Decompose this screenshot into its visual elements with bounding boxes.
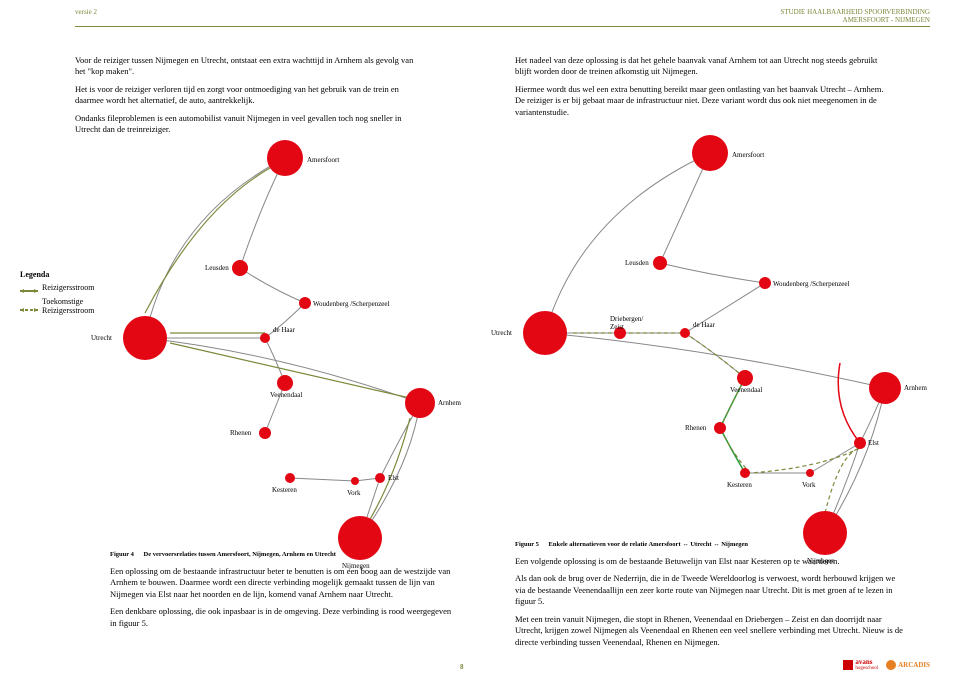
header-left: versie 2 [75, 8, 97, 24]
node-label-dehaar: de Haar [273, 326, 295, 334]
legend-label-1: Reizigersstroom [42, 283, 94, 292]
right-p2: Hiermee wordt dus wel een extra benuttin… [515, 84, 895, 118]
fig5-caption: Figuur 5 Enkele alternatieven voor de re… [515, 541, 905, 548]
avans-text: avans [855, 658, 878, 666]
diagram-fig5: Amersfoort Leusden Woudenberg /Scherpenzee… [510, 135, 920, 545]
node-label-rhenen: Rhenen [230, 429, 251, 437]
diagram-fig4: Amersfoort Leusden Woudenberg /Scherpenzee… [110, 140, 460, 550]
right-p1: Het nadeel van deze oplossing is dat het… [515, 55, 895, 78]
node-label-utrecht: Utrecht [91, 334, 112, 342]
right-p5: Met een trein vanuit Nijmegen, die stopt… [515, 614, 905, 648]
fig5-label: Figuur 5 [515, 541, 539, 548]
left-column: Voor de reiziger tussen Nijmegen en Utre… [75, 55, 425, 142]
legend-label-2: Toekomstige Reizigersstroom [42, 298, 120, 316]
node-label-veenendaal: Veenendaal [270, 391, 302, 399]
node-label-utrecht: Utrecht [491, 329, 512, 337]
node-label-woudenberg: Woudenberg /Scherpenzeel [313, 300, 389, 308]
legend-row-1: Reizigersstroom [20, 283, 120, 292]
header-right: STUDIE HAALBAARHEID SPOORVERBINDING AMER… [780, 8, 930, 24]
left-p5: Een denkbare oplossing, die ook inpasbaa… [110, 606, 455, 629]
right-p3: Een volgende oplossing is om de bestaand… [515, 556, 905, 567]
left-p1: Voor de reiziger tussen Nijmegen en Utre… [75, 55, 425, 78]
footer-logos: avans hogeschool ARCADIS [843, 658, 930, 671]
legend-title: Legenda [20, 270, 120, 279]
left-p2: Het is voor de reiziger verloren tijd en… [75, 84, 425, 107]
fig4-caption: Figuur 4 De vervoersrelaties tussen Amer… [110, 551, 455, 558]
node-label-vork: Vork [347, 489, 360, 497]
left-p3: Ondanks fileproblemen is een automobilis… [75, 113, 425, 136]
logo-avans: avans hogeschool [843, 658, 878, 671]
header-title-2: AMERSFOORT - NIJMEGEN [780, 16, 930, 24]
node-label-vork: Vork [802, 481, 815, 489]
right-column: Het nadeel van deze oplossing is dat het… [515, 55, 895, 124]
arcadis-text: ARCADIS [898, 661, 930, 669]
legend-row-2: Toekomstige Reizigersstroom [20, 298, 120, 316]
logo-arcadis: ARCADIS [886, 660, 930, 670]
node-label-amersfoort: Amersfoort [732, 151, 764, 159]
node-label-kesteren: Kesteren [727, 481, 752, 489]
fig4-label: Figuur 4 [110, 551, 134, 558]
node-label-veenendaal: Veenendaal [730, 386, 762, 394]
left-lower-block: Figuur 4 De vervoersrelaties tussen Amer… [110, 545, 455, 635]
node-label-amersfoort: Amersfoort [307, 156, 339, 164]
right-lower-block: Figuur 5 Enkele alternatieven voor de re… [515, 535, 905, 654]
right-p4: Als dan ook de brug over de Nederrijn, d… [515, 573, 905, 607]
legend: Legenda Reizigersstroom Toekomstige Reiz… [20, 270, 120, 322]
node-label-arnhem: Arnhem [438, 399, 461, 407]
node-label-leusden: Leusden [205, 264, 229, 272]
node-label-arnhem: Arnhem [904, 384, 927, 392]
node-label-elst: Elst [868, 439, 879, 447]
node-label-driebergen: Driebergen/ Zeist [610, 315, 643, 331]
node-label-rhenen: Rhenen [685, 424, 706, 432]
header-title-1: STUDIE HAALBAARHEID SPOORVERBINDING [780, 8, 930, 16]
node-label-kesteren: Kesteren [272, 486, 297, 494]
node-label-woudenberg: Woudenberg /Scherpenzeel [773, 280, 849, 288]
legend-swatch-dashed [20, 305, 38, 309]
page-header: versie 2 STUDIE HAALBAARHEID SPOORVERBIN… [75, 8, 930, 27]
fig5-text: Enkele alternatieven voor de relatie Ame… [549, 541, 748, 548]
fig4-text: De vervoersrelaties tussen Amersfoort, N… [144, 551, 336, 558]
node-label-dehaar: de Haar [693, 321, 715, 329]
page-number: 8 [460, 663, 464, 671]
node-label-leusden: Leusden [625, 259, 649, 267]
avans-sub: hogeschool [855, 666, 878, 671]
left-p4: Een oplossing om de bestaande infrastruc… [110, 566, 455, 600]
node-label-elst: Elst [388, 474, 399, 482]
legend-swatch-solid [20, 286, 38, 290]
